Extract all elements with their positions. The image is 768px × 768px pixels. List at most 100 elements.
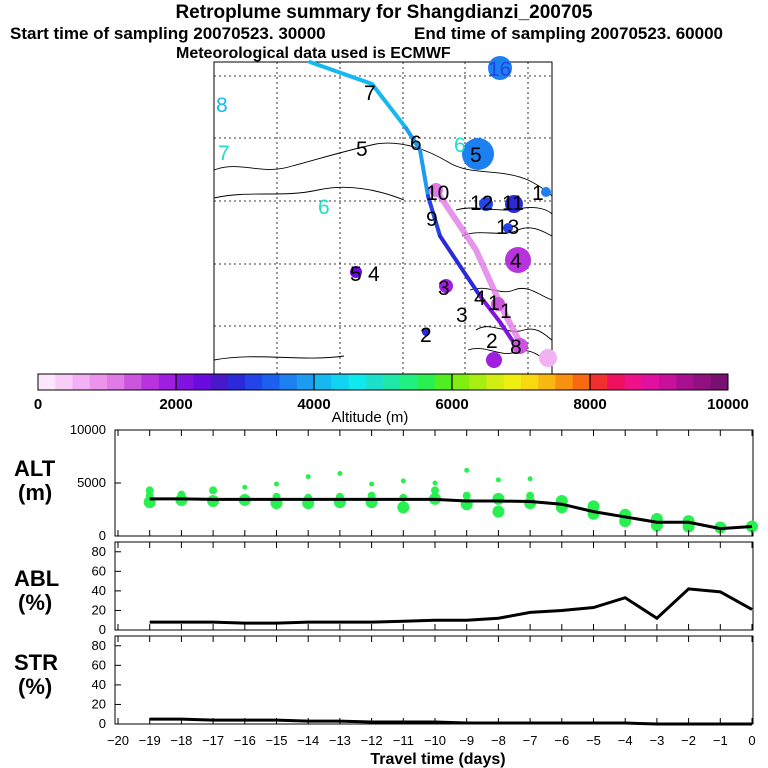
start-time: Start time of sampling 20070523. 30000 [10,24,326,43]
x-tick-label: −7 [523,733,538,748]
x-axis-label: Travel time (days) [370,751,505,768]
colorbar-tick-label: 4000 [297,396,330,413]
map-label: 16 [488,58,511,81]
colorbar-swatch [486,374,505,390]
colorbar-ticks: 0 2000 4000 6000 8000 10000 [34,396,749,413]
colorbar-tick-label: 8000 [573,396,606,413]
map-label: 7 [364,82,376,105]
x-tick-label: −4 [618,733,633,748]
map-label: 5 [350,263,362,286]
map-label: 3 [438,277,450,300]
plume-point [431,486,439,495]
x-tick-label: −6 [554,733,569,748]
alt-line [149,497,753,531]
str-frame [114,635,754,725]
plume-point [495,477,501,483]
colorbar-swatch [641,374,660,390]
y-tick-label: 0 [99,716,106,731]
map-label: 5 [470,144,482,167]
end-time: End time of sampling 20070523. 60000 [414,24,723,43]
y-tick-label: 60 [92,657,106,672]
str-unit: (%) [18,674,53,699]
map-label: 2 [486,330,498,353]
map-label: 1 [532,182,544,205]
colorbar-swatch [521,374,539,390]
str-yticks: 80 60 40 20 0 [92,638,121,731]
map-label: 2 [420,324,432,347]
x-tick-label: 0 [748,733,755,748]
y-tick-label: 5000 [77,475,106,490]
plume-point [274,481,279,487]
plume-point [587,500,600,513]
map-label: 6 [318,196,330,219]
x-tick-label: −9 [459,733,474,748]
colorbar-swatch [624,374,643,390]
altitude-colorbar [37,373,729,391]
colorbar-swatch [210,374,229,390]
y-tick-label: 80 [92,638,106,653]
plume-point [367,491,376,500]
plume-point [432,480,438,486]
y-tick-label: 0 [99,622,106,637]
colorbar-border [37,373,729,391]
plume-point [177,490,186,499]
abl-yticks: 80 60 40 20 0 [92,544,121,637]
alt-unit: (m) [18,480,53,505]
colorbar-swatch [607,374,625,390]
plume-point [369,481,375,487]
figure-title: Retroplume summary for Shangdianzi_20070… [175,2,593,23]
x-tick-label: −12 [361,733,383,748]
colorbar-swatch [434,374,453,390]
map-label: 11 [502,192,524,215]
colorbar-swatch [124,374,142,390]
map-label: 4 [368,263,380,286]
map-label: 1 [488,292,500,315]
map-label: 3 [456,304,468,327]
colorbar-swatch [72,374,91,390]
colorbar-swatch [676,374,694,390]
colorbar-swatch [38,374,56,390]
colorbar-swatch [590,374,608,390]
colorbar-swatch [469,374,487,390]
y-tick-label: 60 [92,563,106,578]
colorbar-swatch [348,374,367,390]
plume-point [242,484,248,490]
plume-point [492,492,505,505]
x-tick-label: −18 [170,733,192,748]
plume-point [337,470,343,476]
x-tick-label: −10 [424,733,446,748]
x-tick-label: −20 [107,733,129,748]
x-tick-label: −8 [491,733,506,748]
colorbar-tick-label: 10000 [707,396,749,413]
map-label: 5 [356,138,368,161]
colorbar-tick-label: 0 [34,396,42,413]
colorbar-swatch [227,374,246,390]
map-panel: 16 8 7 7 5 6 6 5 10 9 1 12 11 13 6 4 5 4… [213,56,557,375]
map-label: 1 [500,300,512,323]
colorbar-swatch [107,374,125,390]
x-tick-label: −16 [234,733,256,748]
x-tick-label: −14 [297,733,319,748]
colorbar-swatch [314,374,332,390]
x-tick-label: −11 [393,733,414,748]
x-tick-label: −3 [649,733,664,748]
colorbar-swatch [417,374,436,390]
x-tick-label: −19 [139,733,161,748]
abl-unit: (%) [18,590,53,615]
x-tick-label: −15 [265,733,287,748]
colorbar-swatch [452,374,470,390]
colorbar-swatch [555,374,574,390]
abl-label: ABL [14,566,60,591]
x-tick-label: −17 [202,733,224,748]
met-data: Meteorological data used is ECMWF [176,45,451,62]
colorbar-swatch [659,374,677,390]
colorbar-tick-label: 6000 [435,396,468,413]
x-tick-label: −5 [586,733,601,748]
map-label: 13 [496,216,519,239]
x-tick-label: −1 [713,733,728,748]
map-label: 4 [510,250,522,273]
plume-point [145,486,154,495]
colorbar-swatch [572,374,591,390]
x-tick-label: −2 [681,733,696,748]
colorbar-swatch [693,374,712,390]
